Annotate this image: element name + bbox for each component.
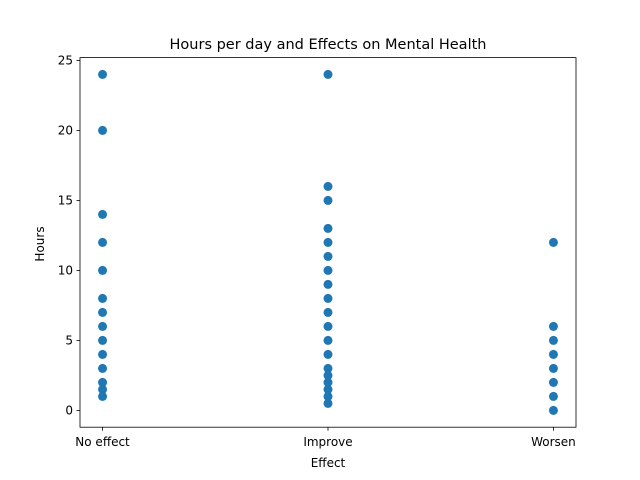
data-point <box>98 209 108 219</box>
data-point <box>548 321 558 331</box>
data-point <box>323 335 333 345</box>
points-layer <box>98 69 558 415</box>
y-tick-label: 5 <box>65 334 73 348</box>
data-point <box>323 279 333 289</box>
data-point <box>323 363 333 373</box>
data-point <box>323 377 333 387</box>
data-point <box>323 237 333 247</box>
data-point <box>98 265 108 275</box>
data-point <box>323 195 333 205</box>
data-point <box>323 223 333 233</box>
data-point <box>98 349 108 359</box>
data-point <box>548 363 558 373</box>
x-tick-label: No effect <box>75 435 130 449</box>
data-point <box>323 265 333 275</box>
data-point <box>98 321 108 331</box>
data-point <box>98 377 108 387</box>
data-point <box>323 391 333 401</box>
data-point <box>548 405 558 415</box>
data-point <box>98 335 108 345</box>
data-point <box>548 335 558 345</box>
y-tick-label: 20 <box>58 124 73 138</box>
data-point <box>98 125 108 135</box>
x-tick-label: Worsen <box>531 435 576 449</box>
data-point <box>323 321 333 331</box>
data-point <box>323 251 333 261</box>
data-point <box>98 293 108 303</box>
y-tick-label: 25 <box>58 54 73 68</box>
data-point <box>98 363 108 373</box>
data-point <box>548 377 558 387</box>
data-point <box>323 349 333 359</box>
x-axis-label: Effect <box>311 456 346 470</box>
data-point <box>323 370 333 380</box>
data-point <box>323 69 333 79</box>
chart-title: Hours per day and Effects on Mental Heal… <box>170 37 487 53</box>
y-axis-label: Hours <box>33 226 47 261</box>
data-point <box>323 307 333 317</box>
data-point <box>98 384 108 394</box>
data-point <box>548 237 558 247</box>
y-tick-label: 15 <box>58 194 73 208</box>
data-point <box>548 349 558 359</box>
data-point <box>98 237 108 247</box>
x-tick-label: Improve <box>303 435 352 449</box>
data-point <box>98 69 108 79</box>
y-tick-label: 10 <box>58 264 73 278</box>
data-point <box>323 293 333 303</box>
y-tick-label: 0 <box>65 404 73 418</box>
data-point <box>98 391 108 401</box>
axes-layer: No effect Improve Worsen 0 5 10 15 20 25 <box>58 54 577 449</box>
data-point <box>98 307 108 317</box>
data-point <box>323 398 333 408</box>
data-point <box>548 391 558 401</box>
data-point <box>323 181 333 191</box>
data-point <box>323 384 333 394</box>
